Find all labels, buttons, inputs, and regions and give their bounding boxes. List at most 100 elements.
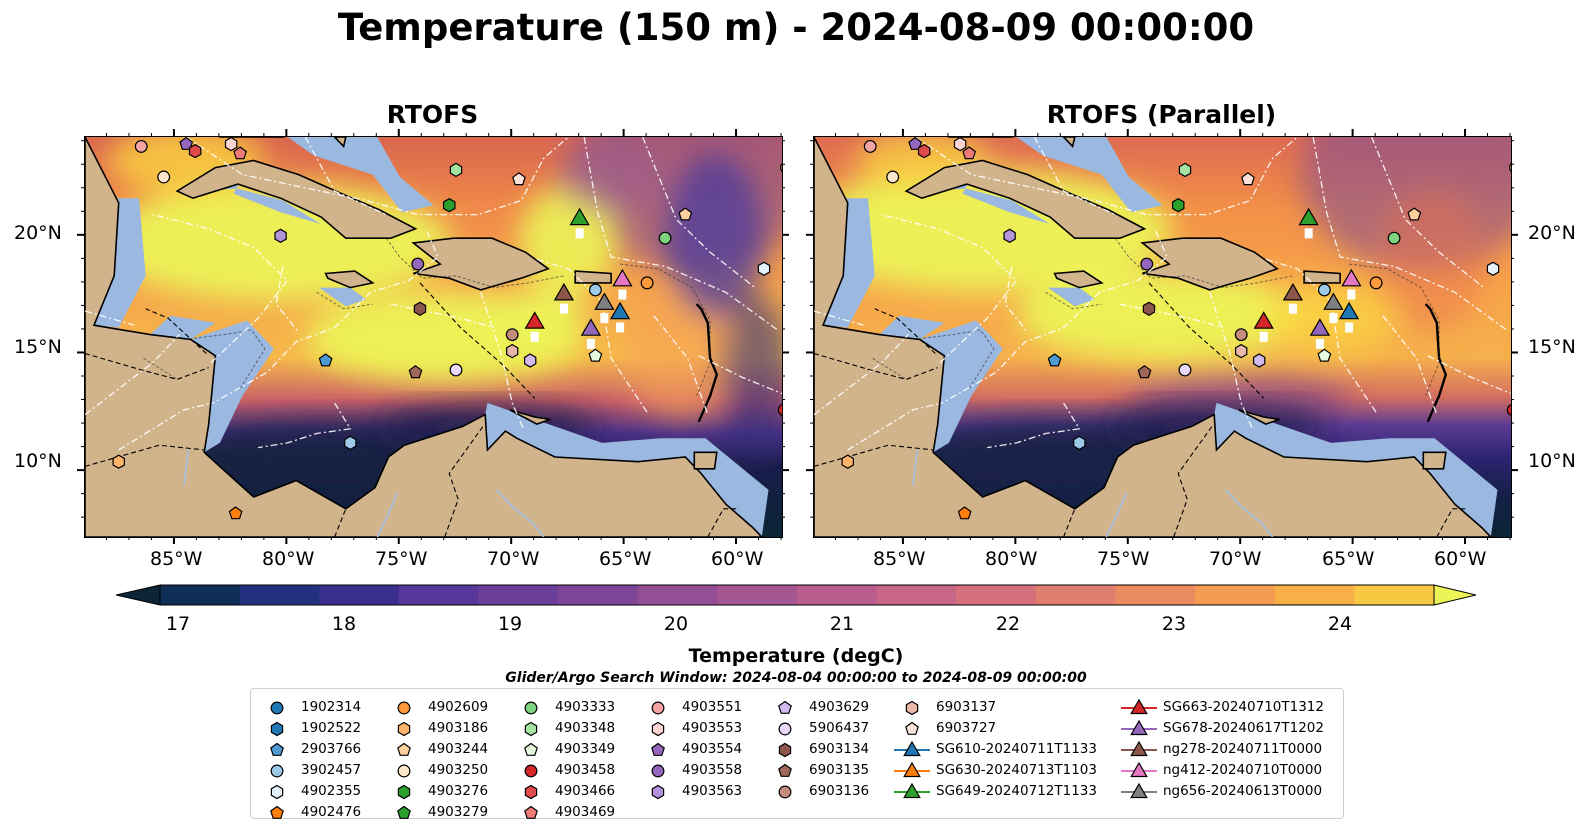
argo-float-marker [1142, 301, 1156, 316]
legend-marker [1130, 719, 1148, 736]
land-puertorico [1303, 270, 1341, 284]
argo-float-marker [1486, 261, 1500, 276]
shelf-honduras [150, 315, 216, 340]
depth-contour [912, 329, 995, 390]
argo-float-marker [413, 301, 427, 316]
legend-symbol [524, 742, 538, 756]
argo-float-marker [588, 283, 602, 297]
argo-float-marker [1253, 353, 1266, 368]
eez-line [583, 137, 778, 331]
legend-label: SG610-20240711T1133 [936, 741, 1097, 757]
argo-float-marker [658, 231, 672, 245]
depth-contour [183, 329, 266, 390]
depth-contour [1045, 291, 1102, 310]
depth-contour [143, 357, 178, 380]
legend-symbol [651, 742, 665, 756]
legend-label: 1902522 [301, 720, 362, 736]
legend-symbol [1121, 740, 1157, 757]
argo-float-marker [506, 343, 519, 359]
depth-contour [872, 357, 907, 380]
legend-symbol [1121, 719, 1157, 736]
glider-track [559, 303, 568, 314]
argo-float-marker [962, 146, 977, 160]
legend-symbol [397, 701, 411, 715]
eez-line [85, 334, 180, 416]
argo-float-marker [224, 137, 238, 152]
legend-symbol [894, 782, 930, 799]
river-line [1224, 489, 1274, 537]
legend-label: 4903563 [682, 783, 743, 799]
legend: 1902314 1902522 2903766 3902457 4902355 49024… [250, 688, 1344, 820]
legend-marker [903, 782, 921, 799]
glider-track [1259, 331, 1268, 342]
legend-marker [270, 701, 284, 715]
map-panel-rtofs[interactable] [84, 136, 783, 538]
glider-marker [609, 301, 631, 320]
glider-track [1315, 338, 1324, 349]
argo-float-marker [640, 276, 654, 290]
eez-line [653, 315, 709, 415]
glider-marker [1341, 268, 1362, 287]
legend-label: 4902355 [301, 783, 362, 799]
colorbar-tick: 17 [165, 613, 191, 635]
argo-float-marker [344, 435, 357, 451]
legend-symbol [1121, 782, 1157, 799]
legend-marker [397, 805, 411, 819]
legend-marker [397, 721, 411, 737]
argo-float-marker [908, 137, 923, 150]
shelf-bahamas [1016, 137, 1163, 213]
legend-label: 4903279 [428, 804, 489, 820]
legend-symbol [1121, 698, 1157, 715]
legend-symbol [778, 700, 792, 714]
land-aruba [1238, 409, 1280, 425]
lon-tick: 70°W [1209, 548, 1262, 570]
legend-marker [778, 763, 792, 777]
river-line [912, 449, 919, 486]
lon-tick: 80°W [985, 548, 1038, 570]
argo-float-marker [1178, 162, 1192, 178]
colorbar-bin [797, 585, 878, 605]
argo-float-marker [1178, 363, 1192, 377]
colorbar-bin [1354, 585, 1435, 605]
colorbar-bin [319, 585, 400, 605]
legend-marker [270, 742, 284, 756]
glider-track [1347, 289, 1356, 300]
legend-label: ng412-20240710T0000 [1163, 762, 1323, 778]
argo-float-marker [233, 146, 248, 160]
eez-line [185, 137, 569, 216]
glider-track [600, 313, 609, 324]
land-aruba [509, 409, 551, 425]
legend-label: SG630-20240713T1103 [936, 762, 1097, 778]
eez-line [212, 230, 439, 404]
warm-anomaly [1016, 271, 1309, 361]
legend-label: 1902314 [301, 699, 362, 715]
map-panel-rtofs-parallel[interactable] [813, 136, 1512, 538]
shelf-bahamas [287, 137, 434, 213]
glider-track [618, 289, 627, 300]
legend-label: 6903134 [809, 741, 870, 757]
glider-marker [1309, 318, 1331, 336]
glider-marker [569, 207, 590, 226]
argo-float-marker [134, 139, 148, 153]
legend-symbol [778, 742, 792, 758]
argo-float-marker [757, 261, 771, 276]
legend-label: 4903553 [682, 720, 743, 736]
legend-label: SG663-20240710T1312 [1163, 699, 1324, 715]
eez-line [847, 402, 943, 451]
glider-marker [524, 311, 545, 329]
search-window-caption: Glider/Argo Search Window: 2024-08-04 00… [505, 670, 1087, 686]
argo-float-marker [449, 363, 463, 377]
shelf-nicaragua [190, 320, 274, 453]
lon-tick: 80°W [262, 548, 315, 570]
legend-label: SG678-20240617T1202 [1163, 720, 1324, 736]
argo-float-marker [588, 348, 603, 362]
argo-float-marker [188, 143, 202, 159]
argo-float-marker [505, 328, 519, 342]
legend-symbol [905, 721, 919, 735]
colorbar-bin [1035, 585, 1117, 605]
border-line [874, 308, 936, 354]
legend-marker [270, 784, 284, 800]
argo-float-marker [449, 162, 463, 178]
legend-label: 4903244 [428, 741, 489, 757]
legend-label: 4903469 [555, 804, 616, 820]
